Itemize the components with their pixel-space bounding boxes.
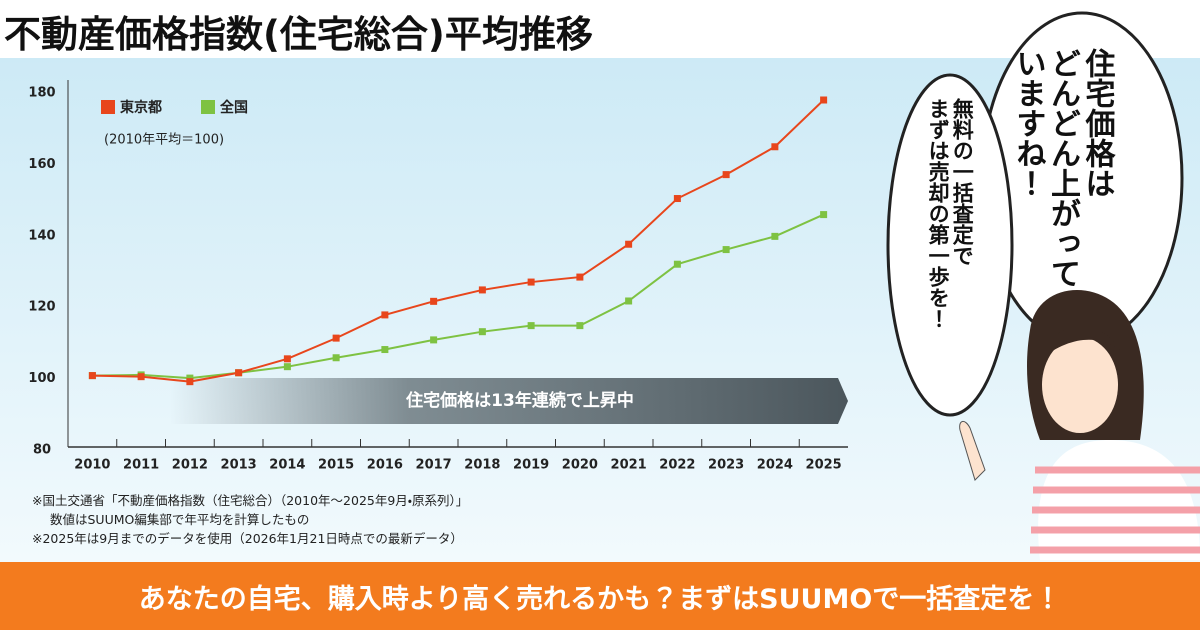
- point: [576, 322, 584, 330]
- point: [478, 328, 486, 336]
- point: [430, 297, 438, 305]
- point: [673, 260, 681, 268]
- illustration: [959, 290, 1200, 560]
- footnote: 数値はSUUMO編集部で年平均を計算したもの: [50, 512, 310, 527]
- x-tick-label: 2014: [269, 458, 305, 473]
- point: [722, 171, 730, 179]
- x-tick-label: 2023: [708, 458, 744, 473]
- annotation-arrow: [170, 378, 848, 424]
- x-tick-label: 2016: [367, 458, 403, 473]
- series-line: [92, 213, 825, 380]
- point: [332, 354, 340, 362]
- speech-bubble: [886, 73, 1014, 417]
- legend-label: 全国: [220, 99, 248, 116]
- x-tick-label: 2024: [757, 458, 793, 473]
- legend-swatch: [201, 100, 215, 114]
- point: [137, 373, 145, 381]
- legend-swatch: [101, 100, 115, 114]
- point: [332, 334, 340, 342]
- point: [186, 378, 194, 386]
- x-tick-label: 2019: [513, 458, 549, 473]
- x-tick-label: 2017: [416, 458, 452, 473]
- annotation: 住宅価格は13年連続で上昇中: [405, 390, 634, 411]
- point: [430, 336, 438, 344]
- speech-text: 住宅価格は どんどん上がって いますね！: [1010, 48, 1115, 288]
- point: [527, 322, 535, 330]
- speech-line: 住宅価格は: [1079, 48, 1115, 198]
- point: [235, 369, 243, 377]
- point: [820, 211, 828, 219]
- speech-text: 無料の一括査定で まずは売却の第一歩を！: [926, 98, 974, 329]
- point: [625, 240, 633, 248]
- x-tick-label: 2011: [123, 458, 159, 473]
- y-tick-label: 120: [28, 300, 55, 315]
- point: [381, 311, 389, 319]
- point: [478, 286, 486, 294]
- x-tick-label: 2018: [464, 458, 500, 473]
- footnote: ※国土交通省「不動産価格指数（住宅総合）（2010年〜2025年9月・原系列）」: [32, 493, 469, 508]
- y-tick-label: 80: [33, 443, 51, 458]
- series-line: [92, 99, 825, 383]
- point: [771, 143, 779, 151]
- footnote: ※2025年は9月までのデータを使用（2026年1月21日時点での最新データ）: [32, 531, 463, 546]
- x-tick-label: 2021: [611, 458, 647, 473]
- x-tick-label: 2025: [806, 458, 842, 473]
- x-tick-label: 2020: [562, 458, 598, 473]
- x-tick-label: 2015: [318, 458, 354, 473]
- y-tick-label: 100: [28, 371, 55, 386]
- point: [722, 246, 730, 254]
- x-tick-label: 2013: [221, 458, 257, 473]
- speech-line: どんどん上がって: [1045, 48, 1080, 288]
- point: [186, 374, 194, 382]
- x-tick-label: 2010: [74, 458, 110, 473]
- x-tick-label: 2022: [659, 458, 695, 473]
- point: [283, 363, 291, 371]
- point: [381, 346, 389, 354]
- point: [576, 273, 584, 281]
- banner: あなたの自宅、購入時より高く売れるかも？まずはSUUMOで一括査定を！: [0, 562, 1200, 630]
- point: [673, 195, 681, 203]
- subtitle: (2010年平均＝100): [104, 133, 224, 148]
- y-tick-label: 180: [28, 86, 55, 101]
- point: [527, 278, 535, 286]
- y-tick-label: 160: [28, 157, 55, 172]
- speech-line: いますね！: [1010, 48, 1046, 198]
- speech-line: 無料の一括査定で: [950, 98, 975, 266]
- point: [771, 232, 779, 240]
- point: [88, 372, 96, 380]
- legend-label: 東京都: [120, 99, 162, 116]
- point: [820, 96, 828, 104]
- point: [625, 297, 633, 305]
- y-tick-label: 140: [28, 228, 55, 243]
- speech-line: まずは売却の第一歩を！: [926, 98, 951, 329]
- point: [283, 355, 291, 363]
- x-tick-label: 2012: [172, 458, 208, 473]
- chart-title: 不動産価格指数(住宅総合)平均推移: [4, 13, 593, 56]
